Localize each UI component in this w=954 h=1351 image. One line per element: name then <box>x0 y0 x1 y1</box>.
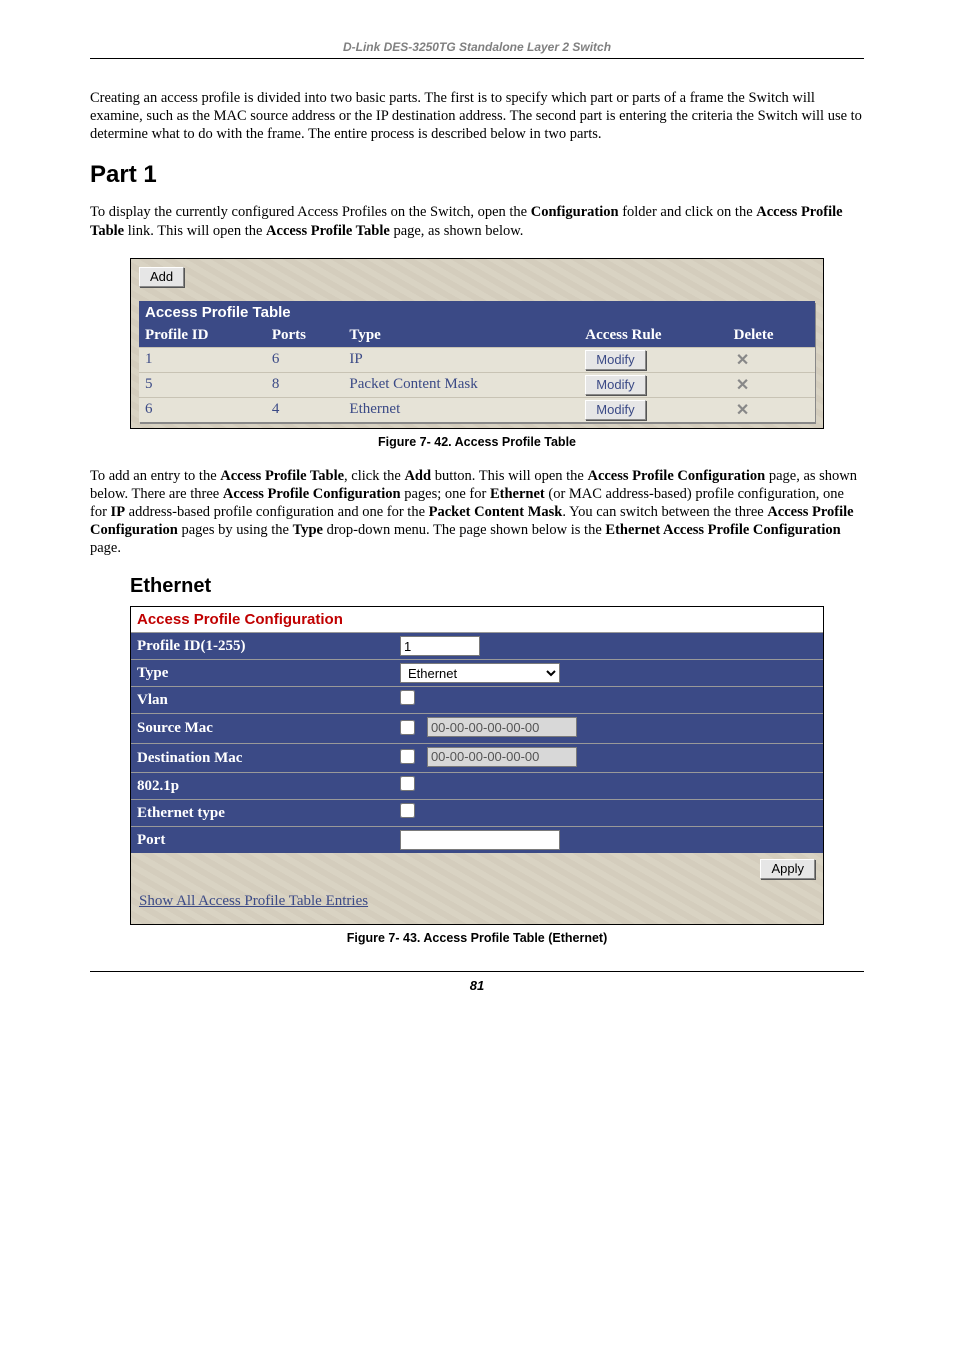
figure-caption-2: Figure 7- 43. Access Profile Table (Ethe… <box>90 931 864 945</box>
screenshot-access-profile-config: Access Profile Configuration Profile ID(… <box>130 606 824 925</box>
footer-rule <box>90 971 864 972</box>
bold: Add <box>404 468 431 484</box>
table-cell: IP <box>343 347 579 372</box>
bold: Ethernet Access Profile Configuration <box>605 522 840 538</box>
running-header: D-Link DES-3250TG Standalone Layer 2 Swi… <box>90 40 864 54</box>
label-source-mac: Source Mac <box>131 714 394 744</box>
txt: link. This will open the <box>124 223 266 239</box>
access-profile-table: Access Profile Table Profile ID Ports Ty… <box>139 301 815 422</box>
part1-paragraph: To display the currently configured Acce… <box>90 203 864 239</box>
apply-button[interactable]: Apply <box>760 859 815 879</box>
table-cell: Ethernet <box>343 397 579 422</box>
8021p-checkbox[interactable] <box>400 776 415 791</box>
access-profile-config-table: Access Profile Configuration Profile ID(… <box>131 607 823 853</box>
type-select[interactable]: Ethernet <box>400 663 560 683</box>
label-profile-id: Profile ID(1-255) <box>131 633 394 660</box>
table-cell: ✕ <box>728 347 815 372</box>
show-all-link[interactable]: Show All Access Profile Table Entries <box>139 893 368 909</box>
source-mac-input[interactable] <box>427 717 577 737</box>
subsection-heading: Ethernet <box>130 575 864 598</box>
header-rule <box>90 58 864 59</box>
between-paragraph: To add an entry to the Access Profile Ta… <box>90 467 864 558</box>
delete-icon[interactable]: ✕ <box>734 350 752 370</box>
intro-paragraph: Creating an access profile is divided in… <box>90 89 864 143</box>
txt: To display the currently configured Acce… <box>90 204 531 220</box>
bold: Packet Content Mask <box>429 504 563 520</box>
txt: page, as shown below. <box>390 223 524 239</box>
screenshot-access-profile-table: Add Access Profile Table Profile ID Port… <box>130 258 824 429</box>
table-cell: 8 <box>266 372 344 397</box>
txt: button. This will open the <box>431 468 587 484</box>
add-button[interactable]: Add <box>139 267 184 287</box>
label-port: Port <box>131 827 394 854</box>
vlan-checkbox[interactable] <box>400 690 415 705</box>
destination-mac-checkbox[interactable] <box>400 749 415 764</box>
modify-button[interactable]: Modify <box>585 375 645 395</box>
bold: Access Profile Table <box>266 223 390 239</box>
bold: Type <box>293 522 323 538</box>
figure-caption-1: Figure 7- 42. Access Profile Table <box>90 435 864 449</box>
txt: page. <box>90 540 121 556</box>
txt: pages; one for <box>401 486 490 502</box>
table-cell[interactable]: 1 <box>139 347 266 372</box>
modify-button[interactable]: Modify <box>585 350 645 370</box>
bold: IP <box>111 504 126 520</box>
bold: Access Profile Configuration <box>587 468 765 484</box>
table-cell: Packet Content Mask <box>343 372 579 397</box>
col-profile-id: Profile ID <box>139 324 266 348</box>
txt: . You can switch between the three <box>562 504 767 520</box>
bold: Configuration <box>531 204 619 220</box>
txt: drop-down menu. The page shown below is … <box>323 522 605 538</box>
col-type: Type <box>343 324 579 348</box>
table-title: Access Profile Table <box>139 301 815 324</box>
label-destination-mac: Destination Mac <box>131 743 394 773</box>
bold: Ethernet <box>490 486 545 502</box>
txt: , click the <box>344 468 404 484</box>
table-cell: ✕ <box>728 372 815 397</box>
txt: pages by using the <box>178 522 293 538</box>
table-cell: Modify <box>579 397 727 422</box>
txt: folder and click on the <box>619 204 757 220</box>
bold: Access Profile Table <box>220 468 344 484</box>
page-number: 81 <box>90 978 864 993</box>
col-access-rule: Access Rule <box>579 324 727 348</box>
delete-icon[interactable]: ✕ <box>734 400 752 420</box>
source-mac-checkbox[interactable] <box>400 720 415 735</box>
table-cell: ✕ <box>728 397 815 422</box>
modify-button[interactable]: Modify <box>585 400 645 420</box>
col-ports: Ports <box>266 324 344 348</box>
ethernet-type-checkbox[interactable] <box>400 803 415 818</box>
table-cell: Modify <box>579 372 727 397</box>
bold: Access Profile Configuration <box>223 486 401 502</box>
label-ethernet-type: Ethernet type <box>131 800 394 827</box>
port-input[interactable] <box>400 830 560 850</box>
label-type: Type <box>131 660 394 687</box>
table-title: Access Profile Configuration <box>131 607 823 633</box>
delete-icon[interactable]: ✕ <box>734 375 752 395</box>
part1-heading: Part 1 <box>90 161 864 189</box>
label-8021p: 802.1p <box>131 773 394 800</box>
table-cell[interactable]: 6 <box>139 397 266 422</box>
table-cell: Modify <box>579 347 727 372</box>
txt: address-based profile configuration and … <box>125 504 429 520</box>
label-vlan: Vlan <box>131 687 394 714</box>
table-cell[interactable]: 5 <box>139 372 266 397</box>
col-delete: Delete <box>728 324 815 348</box>
destination-mac-input[interactable] <box>427 747 577 767</box>
profile-id-input[interactable] <box>400 636 480 656</box>
txt: To add an entry to the <box>90 468 220 484</box>
table-cell: 6 <box>266 347 344 372</box>
table-cell: 4 <box>266 397 344 422</box>
